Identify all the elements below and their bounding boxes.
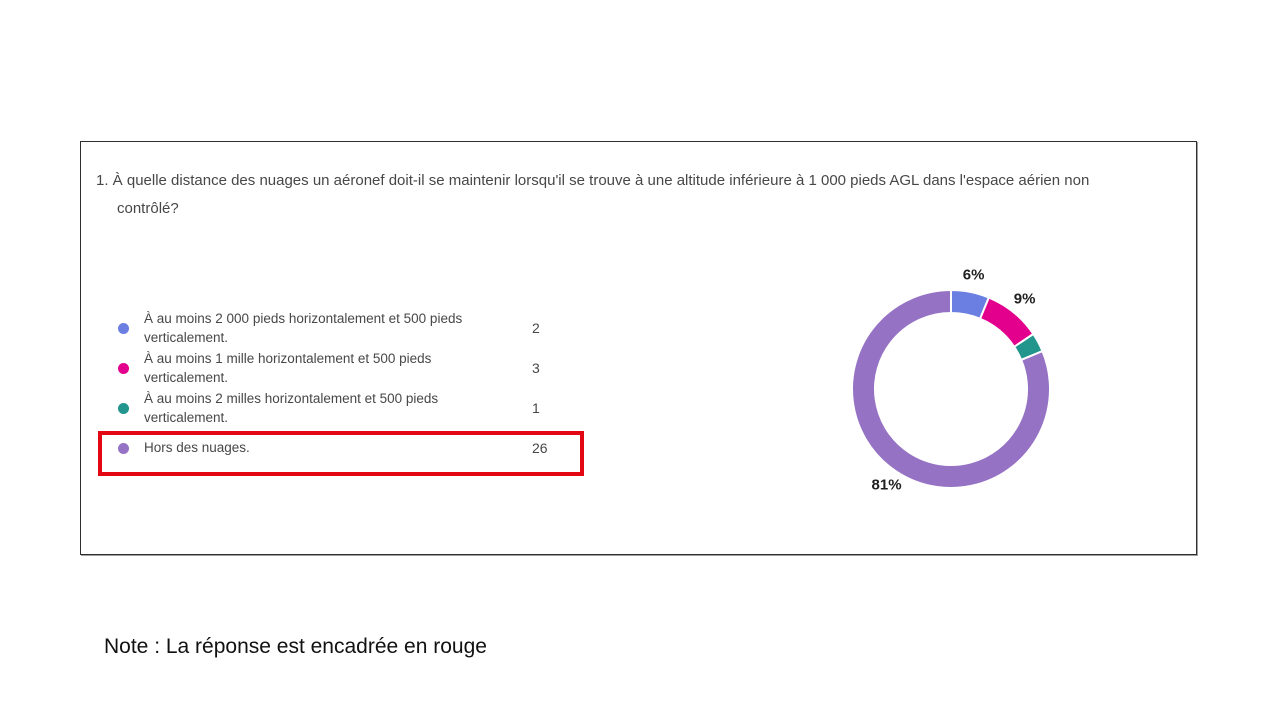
donut-percent-label: 81% bbox=[871, 476, 902, 494]
option-count: 2 bbox=[532, 320, 540, 336]
option-color-dot bbox=[118, 442, 129, 454]
donut-percent-label: 6% bbox=[962, 266, 985, 284]
option-label: À au moins 1 mille horizontalement et 50… bbox=[144, 350, 432, 386]
donut-slice bbox=[851, 288, 1051, 489]
option-row: À au moins 1 mille horizontalement et 50… bbox=[115, 348, 585, 388]
option-row: À au moins 2 milles horizontalement et 5… bbox=[115, 388, 585, 428]
answer-options-legend: À au moins 2 000 pieds horizontalement e… bbox=[115, 308, 585, 461]
option-row-correct-answer: Hors des nuages. 26 bbox=[115, 435, 585, 461]
option-color-dot bbox=[118, 362, 129, 374]
question-title: 1. À quelle distance des nuages un aéron… bbox=[96, 172, 1090, 217]
option-count: 1 bbox=[532, 400, 540, 416]
option-row: À au moins 2 000 pieds horizontalement e… bbox=[115, 308, 585, 348]
donut-percent-label: 9% bbox=[1013, 290, 1036, 308]
note-text: Note : La réponse est encadrée en rouge bbox=[104, 635, 487, 658]
donut-chart-svg bbox=[851, 288, 1051, 489]
option-label: À au moins 2 milles horizontalement et 5… bbox=[144, 390, 439, 426]
option-count: 3 bbox=[532, 360, 540, 376]
option-count: 26 bbox=[532, 440, 548, 456]
option-color-dot bbox=[118, 322, 129, 334]
option-label: Hors des nuages. bbox=[144, 440, 250, 456]
option-color-dot bbox=[118, 402, 129, 414]
responses-donut-chart: 6% 9% 81% bbox=[831, 266, 1071, 509]
option-label: À au moins 2 000 pieds horizontalement e… bbox=[144, 310, 463, 346]
question-results-card: 1. À quelle distance des nuages un aéron… bbox=[80, 141, 1197, 555]
